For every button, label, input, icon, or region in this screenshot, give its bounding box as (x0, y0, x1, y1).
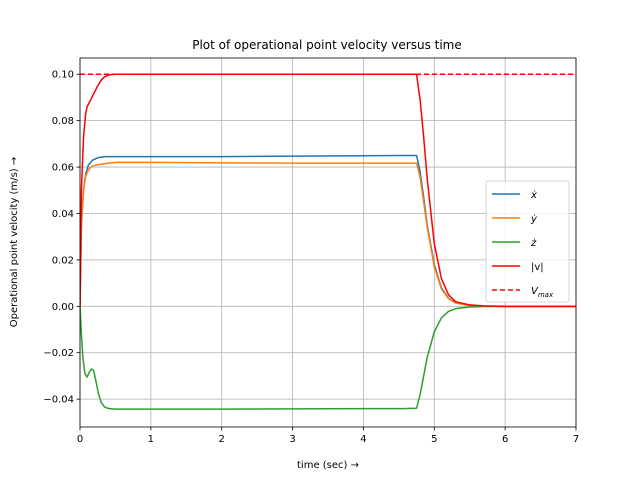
axes-frame (79, 57, 577, 428)
y-axis-title: Operational point velocity (m/s) → (9, 157, 20, 327)
plot-area: 0 1 2 3 4 5 6 7 −0.04 −0.02 0.00 0.02 0.04 0.06 0.08 0.… (43, 57, 579, 445)
y-tick-label: 0.00 (52, 302, 74, 313)
x-tick-label: 0 (77, 434, 83, 445)
y-tick-label: 0.10 (52, 70, 74, 81)
y-tick-label: 0.08 (52, 116, 74, 127)
legend-label-1: ẏ (530, 214, 538, 225)
legend-label-4: Vmax (531, 286, 554, 299)
x-tick-label: 7 (573, 434, 579, 445)
y-tick-label: 0.06 (52, 163, 74, 174)
y-tick-label: 0.02 (52, 255, 74, 266)
x-tick-label: 5 (431, 434, 437, 445)
chart-title: Plot of operational point velocity versu… (192, 38, 462, 52)
x-tick-label: 4 (360, 434, 366, 445)
series-line-2 (80, 305, 576, 410)
series-line-1 (80, 161, 576, 308)
y-tick-label: −0.04 (43, 395, 74, 406)
legend-label-3: |v| (531, 262, 544, 273)
series-group (80, 73, 576, 410)
x-axis-title: time (sec) → (297, 460, 359, 471)
x-tick-label: 1 (148, 434, 154, 445)
legend-label-2: ż (530, 238, 537, 249)
legend: ẋ ẏ ż |v| Vmax (485, 180, 570, 303)
legend-box (485, 180, 570, 303)
legend-label-0: ẋ (530, 190, 537, 201)
series-line-3 (80, 73, 576, 308)
x-tick-label: 6 (502, 434, 508, 445)
x-tick-label: 2 (219, 434, 225, 445)
y-tick-label: −0.02 (43, 348, 74, 359)
y-tick-label: 0.04 (52, 209, 74, 220)
x-tick-label: 3 (289, 434, 295, 445)
